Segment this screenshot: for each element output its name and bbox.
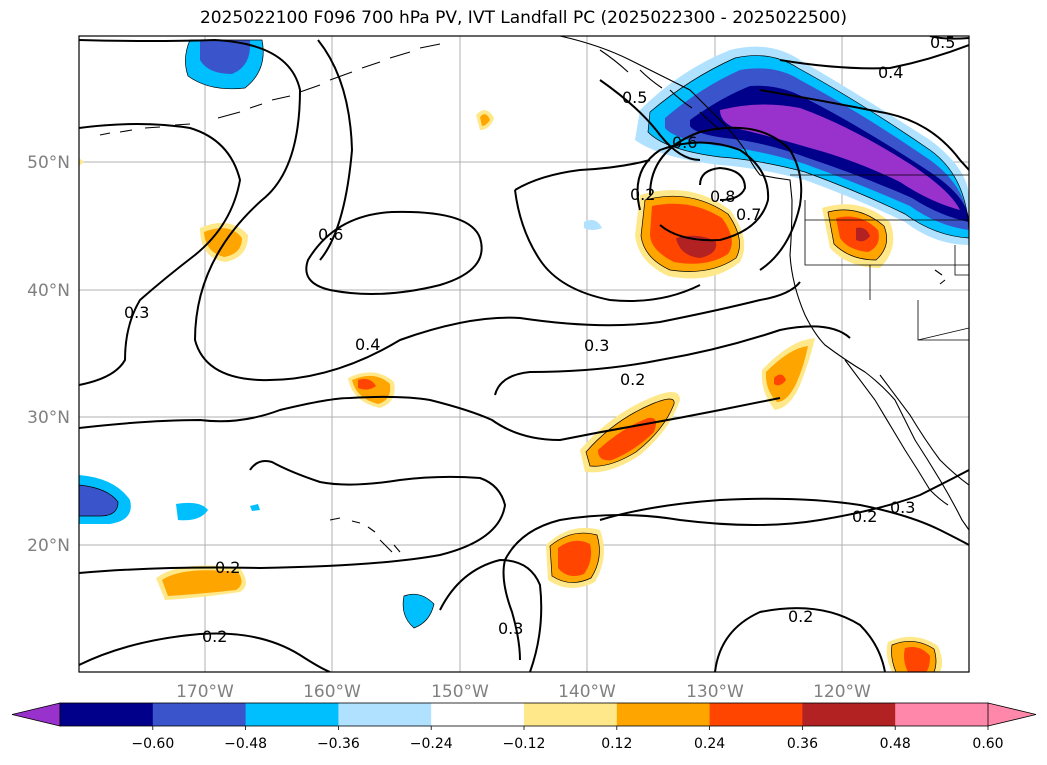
contour-label: 0.3	[124, 303, 149, 322]
baja-peninsula	[844, 359, 949, 506]
lon-tick-label: 120°W	[813, 682, 871, 702]
contour-0.7-0.8	[636, 141, 770, 242]
contour-0.3-left	[79, 123, 242, 386]
colorbar-segment	[709, 703, 803, 726]
contour-0.2-south	[79, 460, 507, 574]
lat-tick-label: 30°N	[27, 408, 70, 428]
colorbar-segment	[245, 703, 339, 726]
colorbar: −0.60 −0.48 −0.36 −0.24 −0.12 0.12 0.24 0.36 0.4…	[11, 702, 1037, 752]
state-borders	[804, 200, 969, 341]
colorbar-tick-label: 0.24	[694, 736, 725, 752]
lon-tick-label: 150°W	[431, 682, 489, 702]
contour-label: 0.6	[318, 225, 343, 244]
ivt-contours	[79, 36, 969, 672]
longitude-labels: 170°W 160°W 150°W 140°W 130°W 120°W	[176, 682, 871, 702]
alaska-coast	[559, 36, 761, 176]
contour-label: 0.2	[202, 627, 227, 646]
contour-label: 0.2	[630, 185, 655, 204]
colorbar-tick-label: 0.48	[880, 736, 911, 752]
contour-labels: 0.5 0.4 0.5 0.6 0.8 0.7 0.6 0.3 0.4 0.3 …	[124, 33, 955, 646]
contour-label: 0.3	[498, 619, 523, 638]
colorbar-segment	[895, 703, 989, 726]
colorbar-tick-label: −0.36	[317, 736, 360, 752]
contour-label: 0.3	[890, 498, 915, 517]
colorbar-tick-label: −0.24	[410, 736, 453, 752]
colorbar-segment	[60, 703, 154, 726]
lon-tick-label: 160°W	[303, 682, 361, 702]
map-panel: 0.5 0.4 0.5 0.6 0.8 0.7 0.6 0.3 0.4 0.3 …	[78, 33, 970, 673]
colorbar-tick-label: 0.36	[787, 736, 818, 752]
contour-label: 0.4	[878, 63, 903, 82]
contour-0.2-southwest	[79, 632, 331, 672]
contour-0.2-east	[599, 497, 969, 546]
contour-0.5-ring	[317, 39, 354, 261]
contour-0.4-north	[779, 44, 969, 70]
hawaii	[329, 517, 401, 553]
plot-title: 2025022100 F096 700 hPa PV, IVT Landfall…	[199, 8, 847, 28]
colorbar-segment	[431, 703, 525, 726]
colorbar-segment	[802, 703, 896, 726]
contour-label: 0.5	[622, 88, 647, 107]
contour-label: 0.7	[736, 205, 761, 224]
colorbar-tick-label: −0.12	[503, 736, 546, 752]
contour-0.5-north	[599, 79, 701, 161]
neg-anomaly-tiny	[584, 220, 602, 230]
lat-tick-label: 50°N	[27, 153, 70, 173]
contour-label: 0.6	[672, 133, 697, 152]
contour-0.4	[79, 38, 801, 382]
colorbar-tick-label: −0.60	[131, 736, 174, 752]
contour-0.3-hook	[439, 558, 543, 672]
contour-label: 0.2	[852, 507, 877, 526]
contour-0.3-southeast	[502, 469, 969, 661]
neg-anomaly-small-2	[250, 504, 260, 511]
colorbar-tick-label: 0.12	[601, 736, 632, 752]
coastlines	[99, 36, 969, 553]
lat-tick-label: 40°N	[27, 281, 70, 301]
contour-label: 0.2	[788, 607, 813, 626]
political-borders	[790, 174, 969, 341]
neg-anomaly-small-1	[176, 502, 208, 521]
colorbar-segment	[338, 703, 432, 726]
lon-tick-label: 170°W	[176, 682, 234, 702]
colorbar-extend-high	[987, 702, 1037, 727]
contour-0.2-mid	[79, 395, 781, 442]
colorbar-segment	[616, 703, 711, 726]
lon-tick-label: 140°W	[558, 682, 616, 702]
gulf-of-california	[879, 374, 969, 486]
contour-label: 0.2	[620, 370, 645, 389]
contour-label: 0.3	[584, 336, 609, 355]
colorbar-segment	[524, 703, 618, 726]
colorbar-extend-low	[11, 702, 61, 727]
colorbar-segment	[152, 703, 247, 726]
latitude-labels: 50°N 40°N 30°N 20°N	[27, 153, 70, 556]
lat-tick-label: 20°N	[27, 536, 70, 556]
contour-0.3-centre	[514, 159, 651, 191]
contour-label: 0.2	[215, 558, 240, 577]
contour-0.2-se-dome	[714, 607, 886, 672]
map-frame	[78, 35, 970, 673]
contour-label: 0.8	[710, 187, 735, 206]
lon-tick-label: 130°W	[686, 682, 744, 702]
contour-0.3-main	[494, 325, 851, 396]
contour-label: 0.5	[930, 33, 955, 52]
contour-0.6-loop	[305, 210, 483, 295]
north-america-coast	[759, 174, 969, 531]
colorbar-tick-label: −0.48	[224, 736, 267, 752]
contour-label: 0.4	[355, 335, 380, 354]
aleutians	[99, 43, 441, 136]
colorbar-tick-label: 0.60	[972, 736, 1003, 752]
